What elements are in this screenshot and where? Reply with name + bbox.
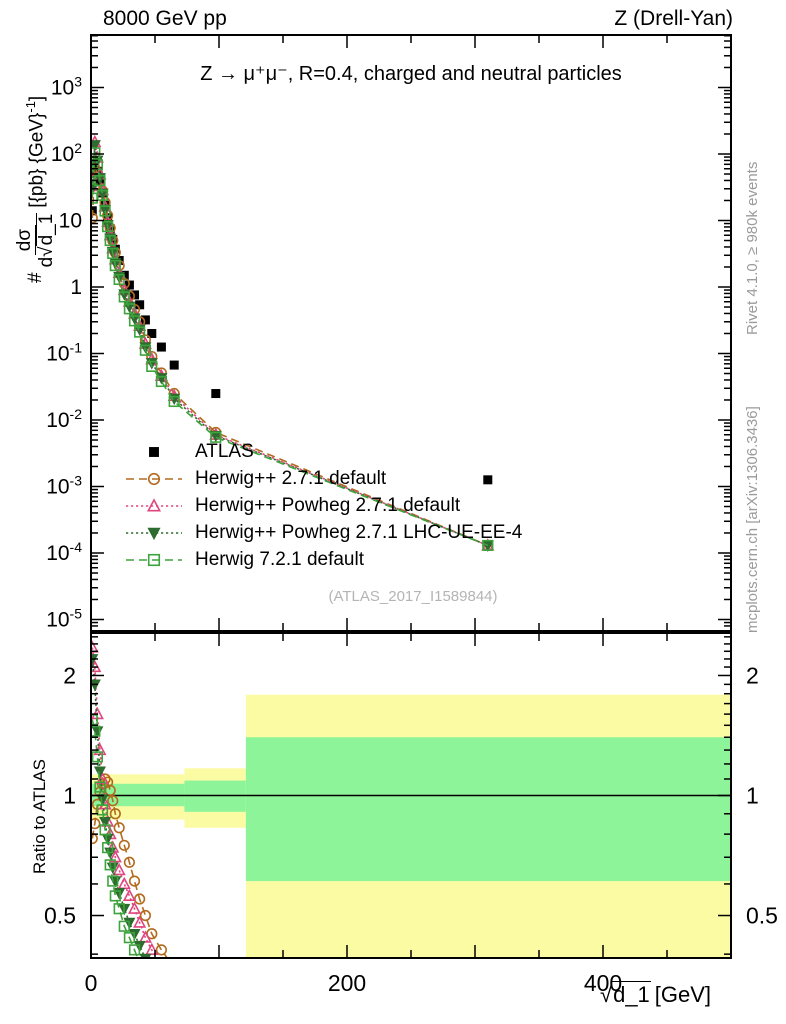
svg-text:2: 2: [63, 662, 76, 688]
svg-text:0.5: 0.5: [44, 903, 76, 929]
x-axis-label: √ d_1 [GeV]: [600, 981, 712, 1007]
svg-text:0: 0: [85, 970, 98, 996]
open-triangle-marker-icon: [126, 497, 182, 512]
ylabel-units: [{pb} {GeV}-1]: [23, 95, 48, 208]
open-circle-marker-icon: [126, 472, 182, 485]
legend-label: Herwig++ 2.7.1 default: [195, 467, 387, 489]
svg-text:1: 1: [746, 783, 759, 809]
ylabel-numerator: dσ: [14, 224, 36, 256]
svg-text:10-4: 10-4: [46, 539, 82, 565]
svg-text:2: 2: [746, 662, 759, 688]
svg-text:102: 102: [51, 140, 82, 166]
ylabel-prefix: #: [25, 272, 46, 283]
svg-text:10-2: 10-2: [46, 406, 82, 432]
analysis-id-watermark: (ATLAS_2017_I1589844): [328, 588, 498, 605]
plot-title: Z → μ⁺μ⁻, R=0.4, charged and neutral par…: [200, 63, 622, 85]
legend-item-powheg-default: Herwig++ Powheg 2.7.1 default: [125, 492, 522, 519]
beam-energy-label: 8000 GeV pp: [103, 7, 227, 30]
svg-text:400: 400: [584, 970, 622, 996]
svg-text:10-3: 10-3: [46, 473, 82, 499]
svg-text:200: 200: [328, 970, 366, 996]
legend-label: Herwig++ Powheg 2.7.1 default: [195, 494, 461, 516]
y-axis-label-main: # dσ d √ d_1 [{pb} {GeV}-1]: [8, 33, 64, 283]
svg-text:0.5: 0.5: [746, 903, 778, 929]
open-square-marker-icon: [126, 553, 182, 566]
svg-text:10-1: 10-1: [46, 340, 82, 366]
legend-item-atlas: ATLAS: [125, 438, 522, 465]
ylabel-fraction: dσ d √ d_1: [14, 212, 57, 268]
process-label: Z (Drell-Yan): [614, 7, 733, 30]
filled-triangle-marker-icon: [126, 527, 182, 540]
ratio-axis-label: Ratio to ATLAS: [30, 759, 49, 874]
ylabel-denominator: d √ d_1: [36, 212, 57, 268]
mcplots-reference-note: mcplots.cern.ch [arXiv:1306.3436]: [744, 406, 761, 633]
legend-label: ATLAS: [195, 440, 254, 462]
legend: ATLAS Herwig++ 2.7.1 default Herwig++ Po…: [125, 438, 522, 573]
legend-item-herwig-721: Herwig 7.2.1 default: [125, 546, 522, 573]
rivet-version-note: Rivet 4.1.0, ≥ 980k events: [744, 161, 761, 335]
legend-item-powheg-ueee4: Herwig++ Powheg 2.7.1 LHC-UE-EE-4: [125, 519, 522, 546]
svg-text:10: 10: [59, 210, 82, 233]
legend-label: Herwig 7.2.1 default: [195, 548, 364, 570]
svg-text:1: 1: [70, 276, 82, 299]
svg-text:103: 103: [51, 74, 82, 100]
legend-item-herwigpp-271: Herwig++ 2.7.1 default: [125, 465, 522, 492]
atlas-marker-icon: [149, 446, 159, 457]
svg-text:10-5: 10-5: [46, 606, 82, 632]
svg-text:1: 1: [63, 783, 76, 809]
legend-label: Herwig++ Powheg 2.7.1 LHC-UE-EE-4: [195, 521, 523, 543]
